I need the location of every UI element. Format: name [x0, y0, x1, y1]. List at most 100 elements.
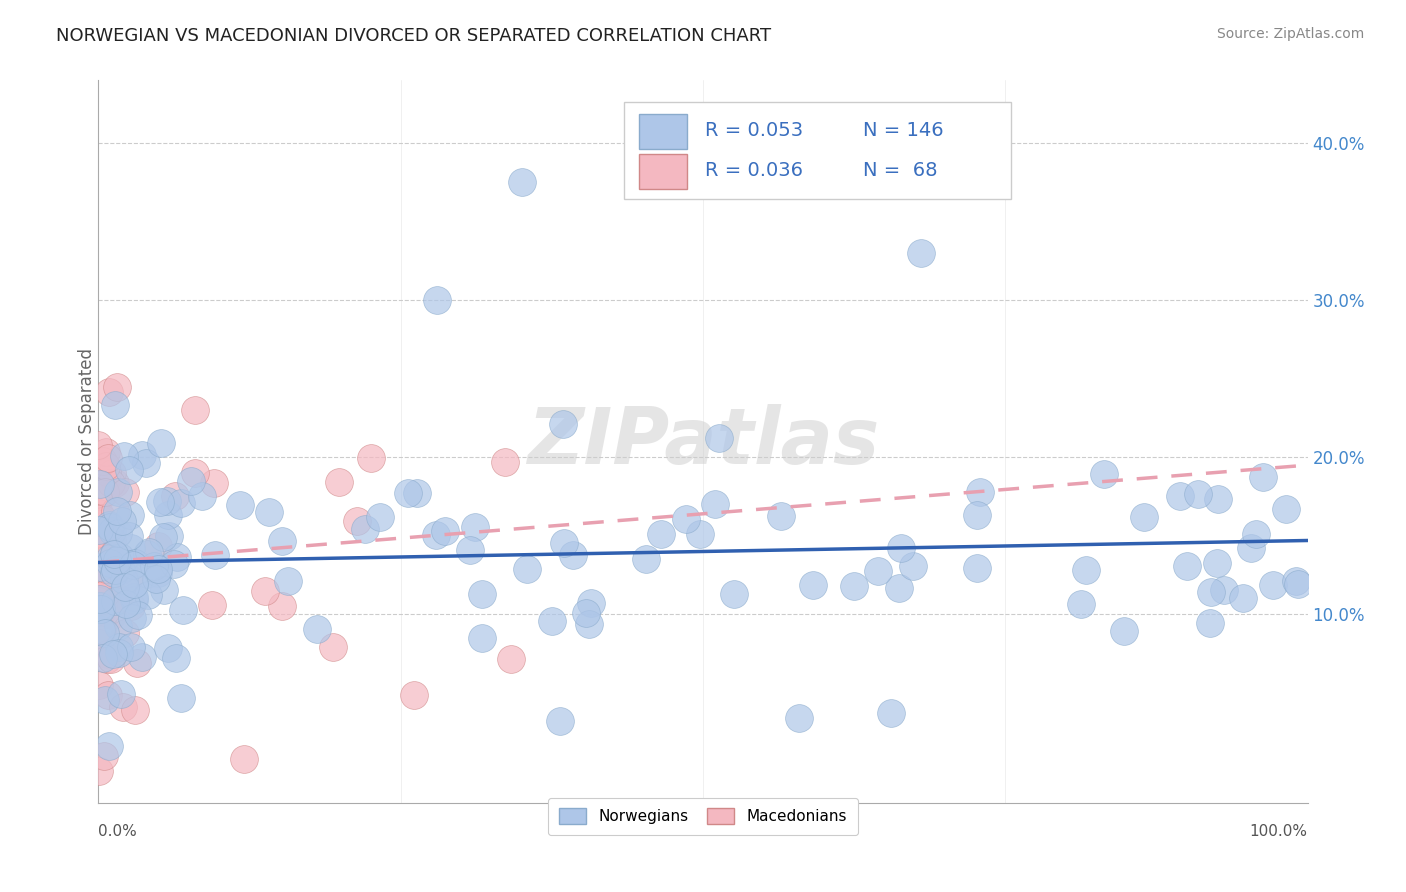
Point — [166, 549, 188, 564]
Point — [120, 508, 142, 522]
Point — [117, 463, 139, 477]
Text: R = 0.036: R = 0.036 — [706, 161, 803, 180]
Point — [707, 431, 730, 445]
Point — [143, 558, 166, 573]
Point — [1232, 591, 1254, 605]
Point — [114, 484, 136, 499]
Point — [124, 593, 146, 607]
Point — [271, 599, 294, 614]
Point — [90, 578, 112, 592]
FancyBboxPatch shape — [638, 154, 688, 189]
Point — [104, 563, 127, 577]
Point — [87, 437, 110, 451]
Point — [149, 495, 172, 509]
Point — [114, 580, 136, 594]
Point — [1244, 527, 1267, 541]
Point — [149, 436, 172, 450]
Point — [471, 587, 494, 601]
Point — [98, 550, 121, 565]
Point — [112, 449, 135, 463]
Point — [89, 594, 111, 608]
Point — [966, 560, 988, 574]
Text: NORWEGIAN VS MACEDONIAN DIVORCED OR SEPARATED CORRELATION CHART: NORWEGIAN VS MACEDONIAN DIVORCED OR SEPA… — [56, 27, 772, 45]
Point — [91, 559, 114, 574]
Point — [105, 379, 128, 393]
Point — [170, 690, 193, 705]
Point — [1251, 470, 1274, 484]
Point — [1286, 577, 1309, 591]
Point — [107, 618, 129, 632]
Point — [903, 559, 925, 574]
Point — [104, 476, 127, 491]
Point — [1199, 615, 1222, 630]
Point — [108, 640, 131, 654]
Point — [105, 504, 128, 518]
Point — [1206, 556, 1229, 570]
Point — [100, 607, 122, 622]
Y-axis label: Divorced or Separated: Divorced or Separated — [79, 348, 96, 535]
Point — [1213, 583, 1236, 598]
Point — [100, 524, 122, 538]
Point — [579, 596, 602, 610]
Point — [103, 563, 125, 577]
Point — [770, 509, 793, 524]
Point — [96, 458, 118, 473]
Point — [93, 626, 115, 640]
Point — [541, 614, 564, 628]
Point — [789, 711, 811, 725]
Point — [87, 594, 110, 608]
Point — [259, 505, 281, 519]
Point — [650, 526, 672, 541]
Point — [1133, 510, 1156, 524]
Point — [94, 540, 117, 554]
Point — [353, 521, 375, 535]
Point — [120, 541, 142, 556]
Point — [402, 688, 425, 702]
Point — [103, 547, 125, 561]
Point — [145, 572, 167, 586]
Point — [89, 602, 111, 616]
Point — [578, 617, 600, 632]
Point — [127, 657, 149, 671]
Point — [121, 611, 143, 625]
Point — [87, 677, 110, 691]
Point — [90, 490, 112, 504]
Point — [94, 562, 117, 576]
Point — [1074, 563, 1097, 577]
Point — [124, 703, 146, 717]
Point — [328, 475, 350, 489]
Point — [97, 450, 120, 465]
Point — [127, 607, 149, 622]
Point — [90, 624, 112, 638]
Point — [87, 764, 110, 779]
Point — [103, 566, 125, 580]
Point — [801, 578, 824, 592]
Point — [98, 520, 121, 534]
Point — [156, 494, 179, 508]
Point — [146, 566, 169, 581]
Point — [562, 548, 585, 562]
Point — [93, 748, 115, 763]
Point — [201, 598, 224, 612]
Point — [426, 293, 449, 308]
Point — [157, 529, 180, 543]
Point — [165, 650, 187, 665]
Point — [1285, 574, 1308, 589]
Point — [136, 566, 159, 581]
Point — [138, 545, 160, 559]
Point — [131, 448, 153, 462]
Point — [1199, 585, 1222, 599]
Point — [105, 553, 128, 567]
Point — [880, 706, 903, 720]
Point — [91, 651, 114, 665]
Point — [204, 548, 226, 562]
Point — [118, 529, 141, 543]
Point — [96, 652, 118, 666]
Point — [97, 688, 120, 702]
Point — [966, 508, 988, 523]
Point — [723, 587, 745, 601]
Text: Source: ZipAtlas.com: Source: ZipAtlas.com — [1216, 27, 1364, 41]
Legend: Norwegians, Macedonians: Norwegians, Macedonians — [548, 797, 858, 835]
Point — [91, 527, 114, 541]
Point — [634, 552, 657, 566]
